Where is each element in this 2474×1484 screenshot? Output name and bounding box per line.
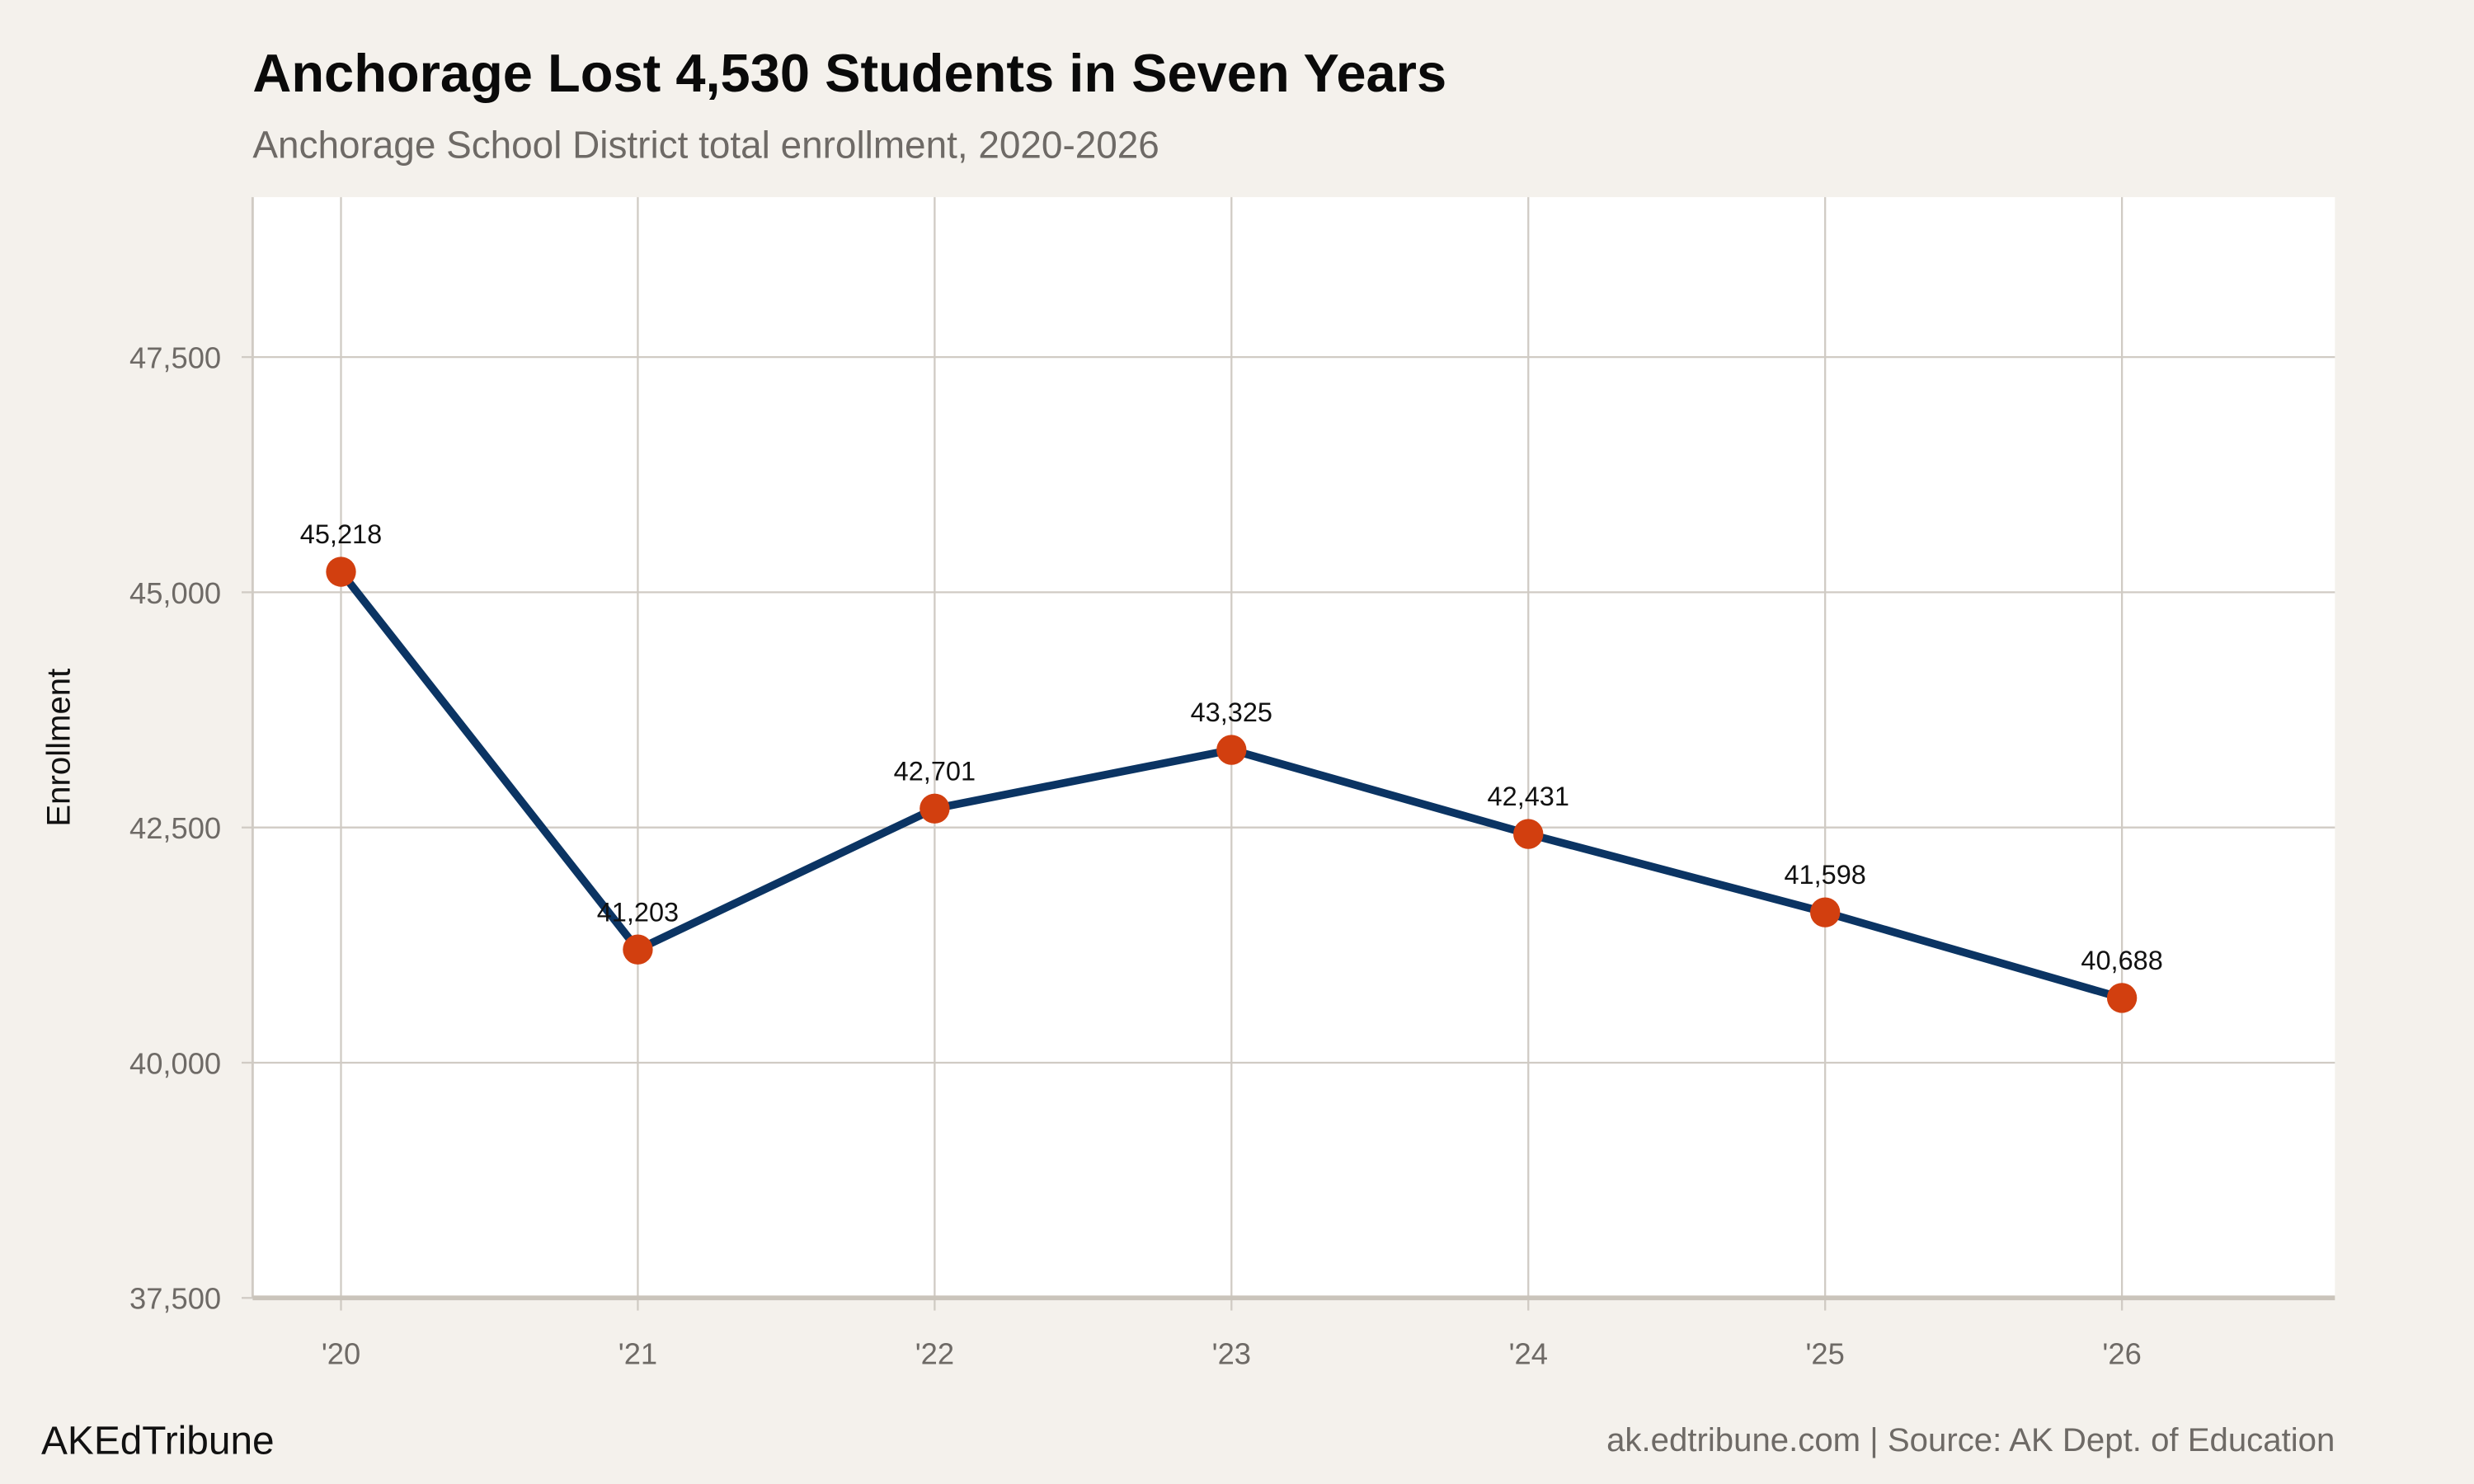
data-point <box>1216 735 1247 765</box>
x-tick-label: '22 <box>915 1337 954 1371</box>
x-axis: '20 '21 '22 '23 '24 '25 '26 <box>252 1295 2335 1371</box>
y-tick-label: 45,000 <box>129 576 221 610</box>
y-tick-label: 37,500 <box>129 1282 221 1316</box>
series-enrollment: 45,218 41,203 42,701 43,325 42,431 41,598 40,6… <box>300 519 2163 1013</box>
gridlines <box>252 197 2335 1298</box>
data-label: 41,598 <box>1784 860 1865 890</box>
plot-panel <box>252 197 2335 1298</box>
x-tick-label: '25 <box>1806 1337 1845 1371</box>
chart-subtitle: Anchorage School District total enrollme… <box>252 123 1159 166</box>
chart-title: Anchorage Lost 4,530 Students in Seven Y… <box>252 43 1446 103</box>
x-tick-label: '23 <box>1212 1337 1251 1371</box>
source-note: ak.edtribune.com | Source: AK Dept. of E… <box>1606 1421 2335 1458</box>
y-tick-label: 47,500 <box>129 340 221 374</box>
x-tick-label: '24 <box>1509 1337 1548 1371</box>
y-tick-label: 40,000 <box>129 1046 221 1080</box>
x-tick-label: '26 <box>2102 1337 2141 1371</box>
data-point <box>920 793 950 824</box>
data-label: 43,325 <box>1191 697 1272 727</box>
data-point <box>1810 897 1841 928</box>
data-point <box>326 556 356 587</box>
x-tick-label: '20 <box>322 1337 360 1371</box>
y-axis: 37,500 40,000 42,500 45,000 47,500 <box>129 197 254 1316</box>
data-point <box>1513 819 1544 849</box>
data-point <box>623 934 653 965</box>
y-axis-label: Enrollment <box>40 669 77 827</box>
data-label: 41,203 <box>597 897 679 927</box>
x-tick-label: '21 <box>618 1337 657 1371</box>
data-label: 42,701 <box>894 756 976 786</box>
brand-logo-text: AKEdTribune <box>41 1420 275 1463</box>
data-point <box>2106 983 2138 1013</box>
data-label: 40,688 <box>2081 946 2162 975</box>
y-tick-label: 42,500 <box>129 811 221 845</box>
data-label: 42,431 <box>1488 782 1569 811</box>
data-label: 45,218 <box>300 519 382 549</box>
